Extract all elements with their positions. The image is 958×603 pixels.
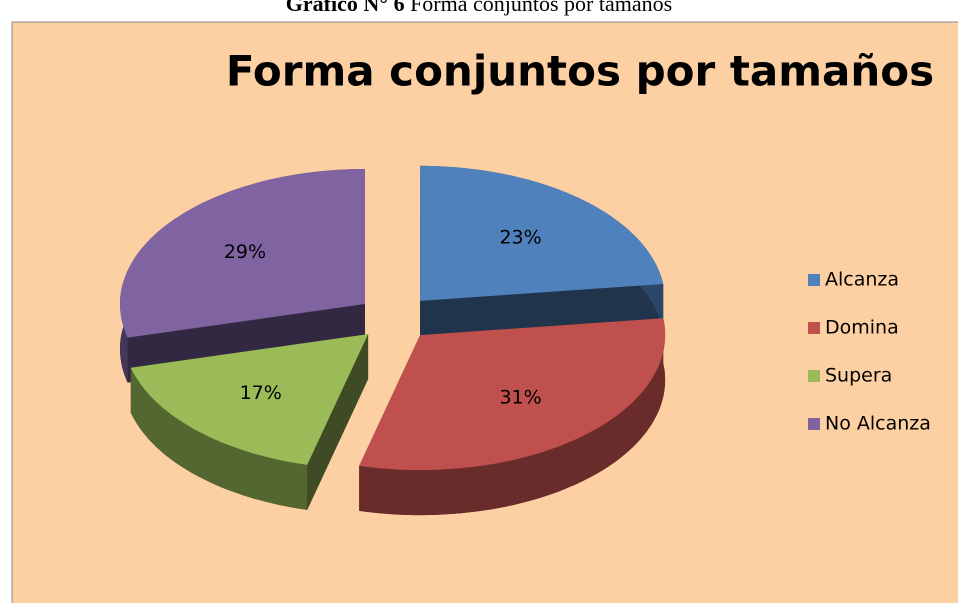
caption: Gráfico N° 6 Forma conjuntos por tamaños <box>286 0 672 16</box>
slice <box>420 165 664 301</box>
slice <box>130 334 369 465</box>
legend-swatch <box>808 370 820 382</box>
slice-outer-wall <box>130 367 308 510</box>
legend-swatch <box>808 322 820 334</box>
caption-text: Forma conjuntos por tamaños <box>410 0 672 16</box>
data-label: 23% <box>499 227 541 249</box>
pie-tops: 23% 31% 17% 29% <box>120 165 666 471</box>
slice <box>359 318 666 471</box>
chart-title: Forma conjuntos por tamaños <box>226 47 934 96</box>
legend-swatch <box>808 418 820 430</box>
legend: Alcanza Domina Supera No Alcanza <box>808 269 931 435</box>
legend-label: Supera <box>825 365 892 387</box>
data-label: 31% <box>499 386 541 408</box>
legend-label: Alcanza <box>825 269 899 291</box>
slice <box>120 169 365 338</box>
data-label: 17% <box>240 382 282 404</box>
data-label: 29% <box>224 241 266 263</box>
slice-outer-wall <box>359 318 666 516</box>
legend-label: Domina <box>825 317 899 339</box>
caption-label: Gráfico N° 6 <box>286 0 405 16</box>
legend-swatch <box>808 274 820 286</box>
legend-label: No Alcanza <box>825 413 931 435</box>
